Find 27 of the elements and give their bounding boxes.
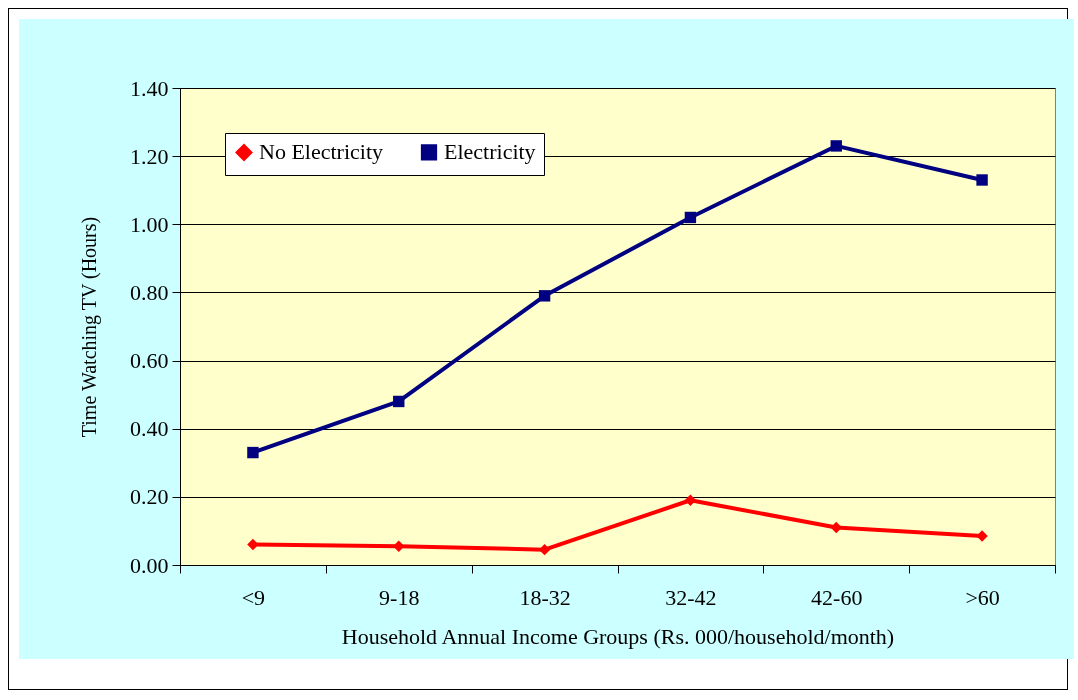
legend-label: Electricity: [444, 139, 536, 165]
x-tick-label: <9: [241, 584, 266, 610]
y-axis-title: Time Watching TV (Hours): [78, 216, 101, 438]
x-tick-label: 18-32: [519, 584, 571, 610]
point: [830, 140, 842, 152]
x-tick-label: 32-42: [665, 584, 717, 610]
y-tick-label: 0.40: [130, 416, 169, 442]
point: [538, 290, 551, 302]
point: [247, 446, 259, 459]
x-axis-title: Household Annual Income Groups (Rs. 000/household/month): [341, 623, 895, 649]
point: [393, 395, 405, 408]
point: [976, 530, 988, 542]
y-tick-label: 0.20: [130, 484, 169, 510]
x-tick-label: >60: [965, 584, 1000, 610]
point: [830, 521, 842, 534]
y-tick-label: 1.00: [130, 211, 169, 237]
point: [684, 494, 697, 506]
point: [684, 211, 697, 224]
x-tick-label: 42-60: [811, 584, 863, 610]
x-tick-label: 9-18: [379, 584, 420, 610]
y-tick-label: 0.60: [130, 348, 169, 374]
y-tick-label: 0.00: [130, 552, 169, 578]
y-tick-label: 1.20: [130, 143, 169, 169]
legend-label: No Electricity: [259, 139, 384, 165]
y-tick-label: 0.80: [130, 279, 169, 305]
y-tick-label: 1.40: [130, 75, 169, 101]
point: [976, 174, 988, 186]
